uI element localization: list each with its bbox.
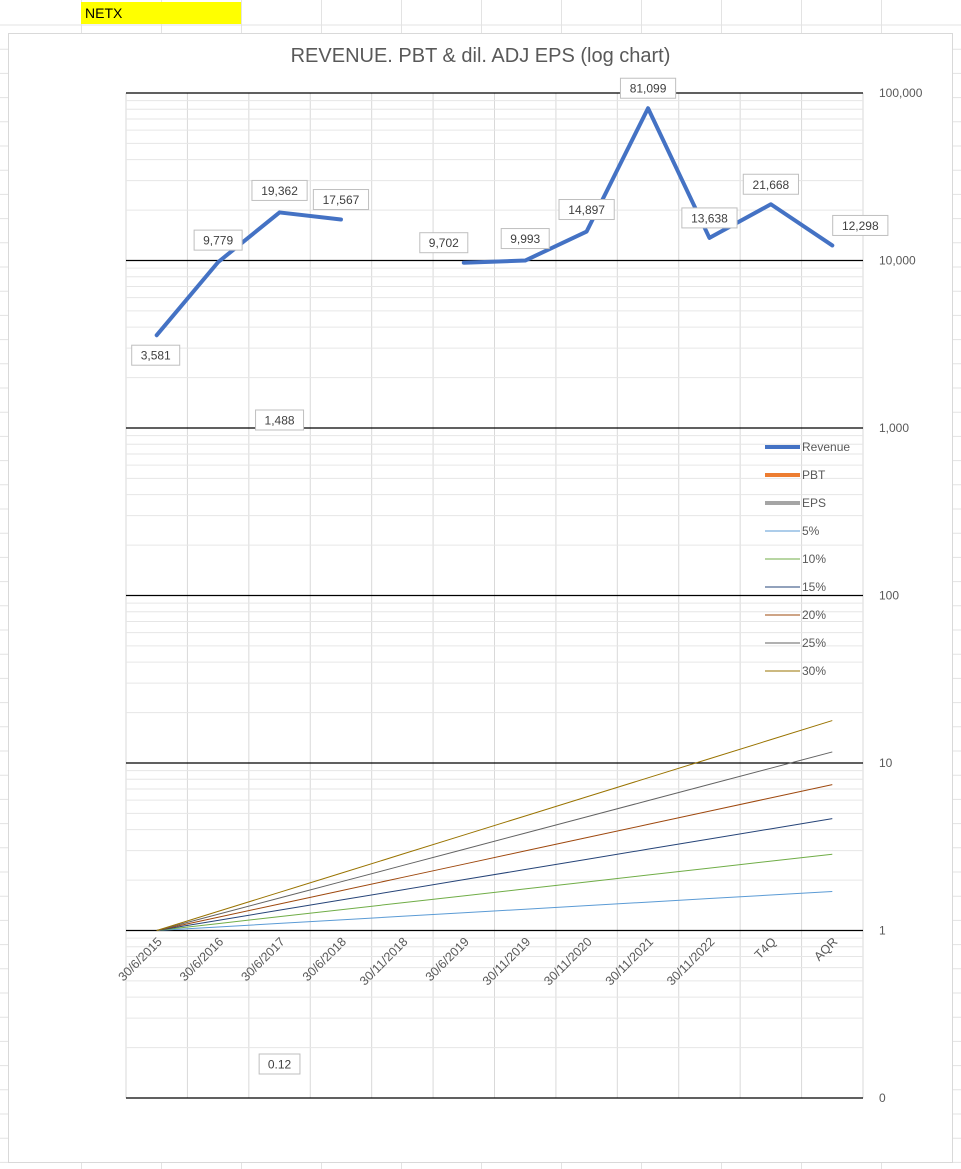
legend-item: EPS [765,496,826,510]
x-tick-label: 30/11/2022 [664,935,718,989]
legend-label: 5% [802,524,820,538]
data-label: 13,638 [681,207,738,229]
growth-line-20pct [156,784,833,931]
x-tick-label: 30/11/2020 [541,935,595,989]
legend-item: 25% [765,636,826,650]
legend-item: 5% [765,524,820,538]
x-tick-label: AQR [811,935,840,964]
legend-label: 10% [802,552,826,566]
series-line-revenue [461,106,835,265]
data-label: 9,779 [193,229,243,251]
svg-text:3,581: 3,581 [141,349,171,363]
data-label: 1,488 [255,409,305,431]
data-label: 19,362 [251,179,308,201]
svg-text:1,488: 1,488 [265,414,295,428]
svg-text:9,779: 9,779 [203,234,233,248]
legend-label: 25% [802,636,826,650]
svg-text:19,362: 19,362 [261,184,298,198]
svg-text:9,702: 9,702 [429,236,459,250]
y-tick-label: 10,000 [879,254,916,268]
legend-item: 15% [765,580,826,594]
legend-label: 30% [802,664,826,678]
data-label: 81,099 [619,77,677,99]
growth-line-25pct [156,751,833,931]
x-tick-label: 30/6/2017 [238,935,287,984]
svg-text:81,099: 81,099 [630,82,667,96]
legend-label: PBT [802,468,826,482]
x-tick-label: 30/11/2019 [480,935,534,989]
series-line-revenue [154,210,343,338]
y-tick-label: 100 [879,589,899,603]
data-label: 12,298 [832,214,889,236]
svg-text:17,567: 17,567 [323,193,360,207]
x-tick-label: 30/6/2019 [423,935,472,984]
data-label: 14,897 [558,199,615,221]
growth-line-30pct [156,720,833,931]
data-label: 17,567 [312,189,370,211]
chart-title: REVENUE. PBT & dil. ADJ EPS (log chart) [290,45,671,67]
legend-label: EPS [802,496,826,510]
svg-text:21,668: 21,668 [753,178,790,192]
data-label: 21,668 [742,173,799,195]
x-tick-label: 30/6/2016 [177,935,226,984]
minor-gridlines [126,100,863,1049]
legend-label: 20% [802,608,826,622]
y-tick-label: 0 [879,1091,886,1105]
growth-line-10pct [156,853,833,931]
legend-item: 10% [765,552,826,566]
x-tick-label: 30/6/2015 [116,935,165,984]
svg-text:9,993: 9,993 [510,232,540,246]
ticker-cell[interactable]: NETX [81,2,241,24]
legend-label: 15% [802,580,826,594]
svg-text:12,298: 12,298 [842,219,879,233]
svg-text:0.12: 0.12 [268,1058,292,1072]
legend-label: Revenue [802,440,850,454]
legend-item: Revenue [765,440,850,454]
legend-item: PBT [765,468,826,482]
data-label: 3,581 [131,344,181,366]
y-tick-label: 1 [879,924,886,938]
x-tick-label: 30/11/2021 [603,935,657,989]
data-label: 9,702 [419,232,469,254]
growth-line-5pct [156,890,833,931]
x-tick-label: 30/6/2018 [300,935,349,984]
growth-line-15pct [156,818,833,931]
data-label: 9,993 [500,228,550,250]
y-tick-label: 100,000 [879,86,923,100]
data-label: 0.12 [258,1053,301,1075]
legend-item: 20% [765,608,826,622]
x-tick-label: 30/11/2018 [357,935,411,989]
y-tick-label: 1,000 [879,421,909,435]
legend-item: 30% [765,664,826,678]
svg-text:13,638: 13,638 [691,211,728,225]
legend: Revenue PBT EPS 5% 10% 15% 20% 25% 30% [765,440,850,678]
y-tick-label: 10 [879,756,893,770]
svg-text:14,897: 14,897 [568,203,605,217]
